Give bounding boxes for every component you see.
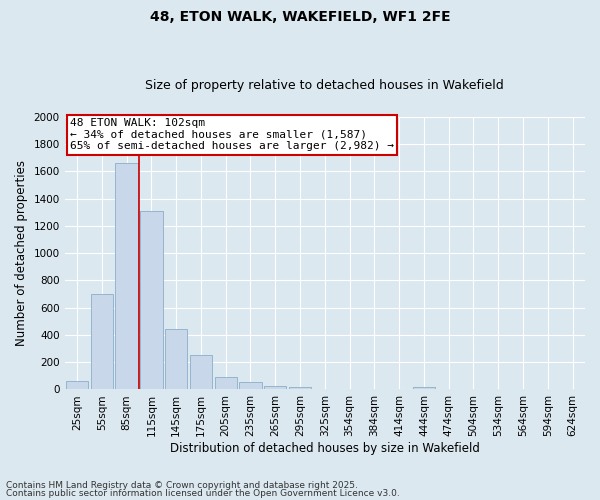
Bar (115, 163, 138, 390)
Text: 48 ETON WALK: 102sqm
← 34% of detached houses are smaller (1,587)
65% of semi-de: 48 ETON WALK: 102sqm ← 34% of detached h… (70, 118, 394, 152)
Bar (215, 376, 237, 390)
Bar (413, 388, 435, 390)
Bar (289, 386, 311, 390)
Bar (91, 294, 113, 390)
X-axis label: Distribution of detached houses by size in Wakefield: Distribution of detached houses by size … (170, 442, 480, 455)
Bar (165, 330, 187, 390)
Text: Contains HM Land Registry data © Crown copyright and database right 2025.: Contains HM Land Registry data © Crown c… (6, 481, 358, 490)
Bar (140, 211, 163, 390)
Text: 48, ETON WALK, WAKEFIELD, WF1 2FE: 48, ETON WALK, WAKEFIELD, WF1 2FE (149, 10, 451, 24)
Text: Contains public sector information licensed under the Open Government Licence v3: Contains public sector information licen… (6, 488, 400, 498)
Bar (264, 386, 286, 390)
Y-axis label: Number of detached properties: Number of detached properties (15, 160, 28, 346)
Title: Size of property relative to detached houses in Wakefield: Size of property relative to detached ho… (145, 79, 504, 92)
Bar (190, 356, 212, 390)
Bar (239, 382, 262, 390)
Bar (66, 382, 88, 390)
